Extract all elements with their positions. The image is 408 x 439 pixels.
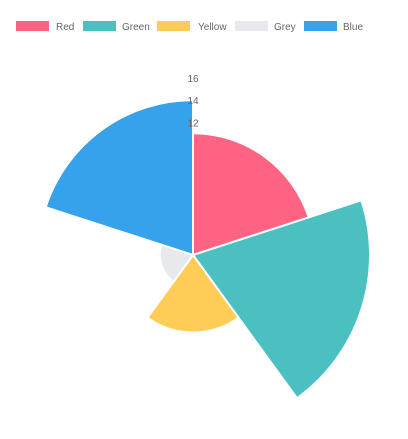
radial-tick-label-14: 14 [187, 96, 199, 107]
polar-sectors [44, 99, 371, 400]
radial-tick-label-12: 12 [187, 118, 199, 129]
legend-label-blue[interactable]: Blue [343, 22, 363, 33]
legend-swatch-red[interactable] [16, 21, 49, 31]
sector-yellow[interactable] [146, 253, 240, 334]
chart-legend[interactable]: Red Green Yellow Grey Blue [16, 21, 363, 33]
sector-green[interactable] [191, 199, 371, 400]
radial-scale-ticks: 16 14 12 [187, 74, 199, 129]
legend-label-red[interactable]: Red [56, 22, 74, 33]
legend-swatch-yellow[interactable] [157, 21, 190, 31]
legend-label-green[interactable]: Green [122, 22, 150, 33]
radial-tick-label-16: 16 [187, 74, 199, 85]
legend-swatch-grey[interactable] [235, 21, 268, 31]
legend-label-yellow[interactable]: Yellow [198, 22, 227, 33]
sector-blue[interactable] [44, 99, 194, 257]
legend-swatch-blue[interactable] [304, 21, 337, 31]
sector-red[interactable] [192, 132, 310, 257]
legend-swatch-green[interactable] [83, 21, 116, 31]
legend-label-grey[interactable]: Grey [274, 22, 296, 33]
